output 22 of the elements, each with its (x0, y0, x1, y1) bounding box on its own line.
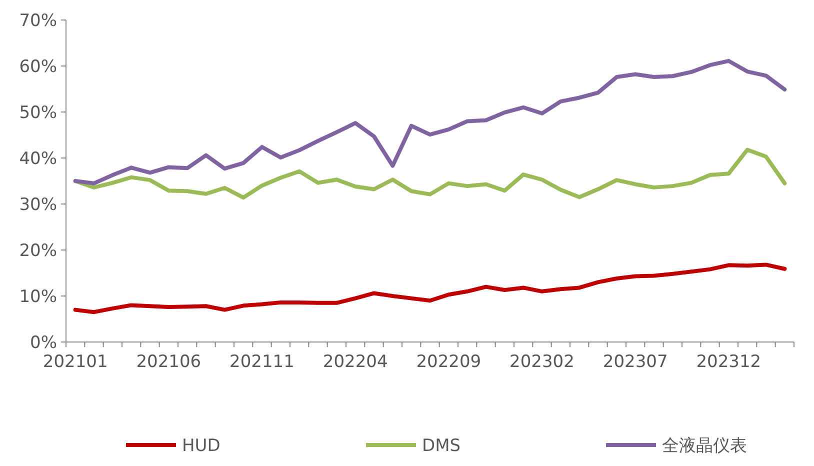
x-tick-label: 202106 (136, 352, 202, 372)
y-tick-label: 40% (19, 148, 57, 169)
x-tick-label: 202312 (696, 352, 762, 372)
y-tick-label: 0% (30, 332, 57, 353)
legend-label: HUD (182, 436, 220, 456)
x-tick-label: 202302 (510, 352, 574, 372)
legend-label: 全液晶仪表 (662, 436, 747, 456)
line-series (73, 262, 787, 314)
x-tick-label: 202204 (322, 352, 388, 372)
x-tick-label: 202307 (602, 352, 668, 372)
y-tick-label: 20% (19, 240, 57, 261)
line-series (73, 58, 787, 186)
y-tick-label: 50% (19, 102, 57, 123)
y-tick-label: 30% (19, 194, 57, 215)
y-tick-label: 60% (19, 56, 57, 77)
x-tick-label: 202209 (416, 352, 482, 372)
x-tick-label: 202111 (230, 352, 294, 372)
y-tick-label: 70% (19, 10, 57, 31)
x-tick-label: 202101 (42, 352, 108, 372)
legend-label: DMS (422, 436, 461, 456)
y-tick-label: 10% (19, 286, 57, 307)
line-series (73, 148, 787, 200)
